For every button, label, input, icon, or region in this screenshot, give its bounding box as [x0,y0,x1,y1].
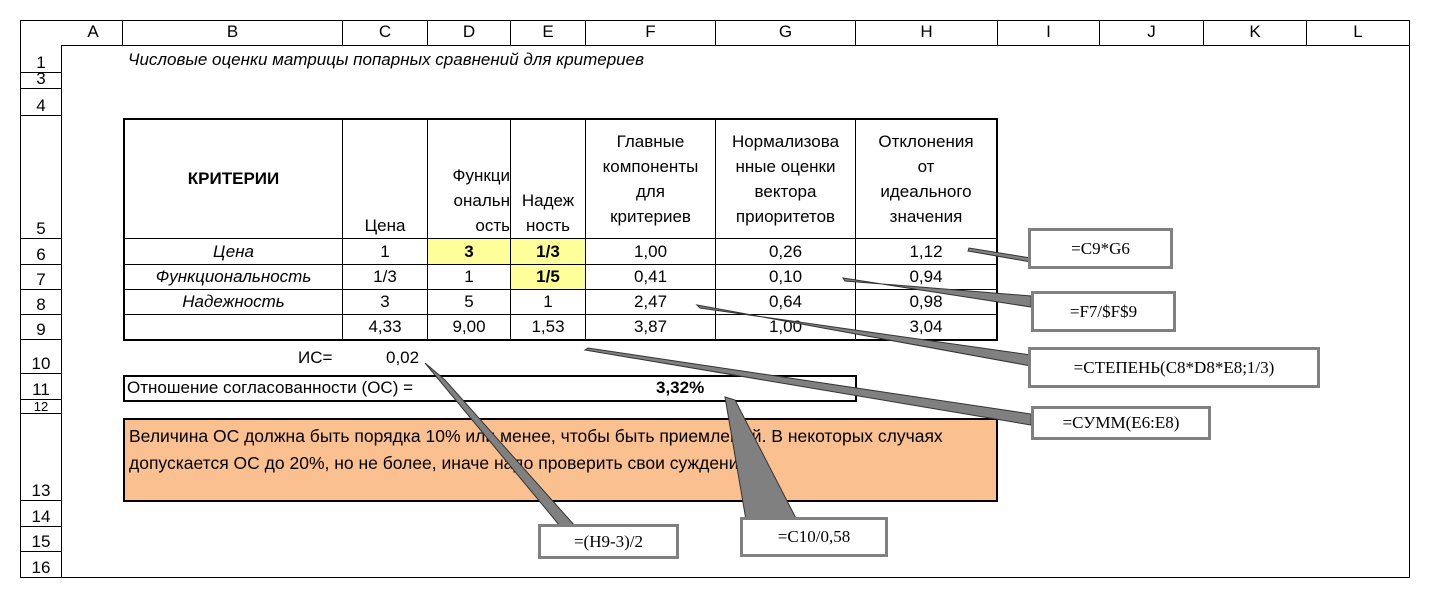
connector-c1 [967,247,1032,263]
dev-label-4: значения [889,207,963,226]
cell-d6[interactable]: 3 [428,239,510,264]
header-main[interactable]: Главные компоненты для критериев [586,120,715,238]
rel-label-1: Надеж [521,191,575,210]
col-header-j[interactable]: J [1100,20,1204,46]
row-header-13[interactable]: 13 [20,414,62,501]
sheet-title[interactable]: Числовые оценки матрицы попарных сравнен… [128,50,644,69]
col-header-d[interactable]: D [428,20,511,46]
col-header-b[interactable]: B [123,20,343,46]
cell-f7[interactable]: 0,41 [633,267,668,286]
row-header-8[interactable]: 8 [20,290,62,315]
col-header-k[interactable]: K [1204,20,1307,46]
connector-c2 [841,277,1032,308]
col-header-g[interactable]: G [716,20,856,46]
os-value[interactable]: 3,32% [656,378,705,397]
price-label: Цена [364,216,406,235]
cell-c6[interactable]: 1 [380,241,390,261]
rel-label-2: ность [526,216,570,235]
row-header-10[interactable]: 10 [20,340,62,374]
row-header-3[interactable]: 3 [20,70,62,89]
cell-e8[interactable]: 1 [543,292,553,311]
row-name-price[interactable]: Цена [213,241,254,261]
row-header-16[interactable]: 16 [20,552,62,578]
callout-formula-os: =C10/0,58 [740,517,888,557]
cell-h8[interactable]: 0,98 [909,292,943,311]
os-label[interactable]: Отношение согласованности (ОС) = [127,378,414,397]
cell-d9[interactable]: 9,00 [452,317,486,336]
row-header-7[interactable]: 7 [20,265,62,290]
col-header-c[interactable]: C [343,20,428,46]
dev-label-2: от [917,157,935,176]
header-price[interactable]: Цена [343,120,427,238]
is-label[interactable]: ИС= [298,348,333,367]
cell-e9[interactable]: 1,53 [531,317,565,336]
cell-d8[interactable]: 5 [464,292,474,311]
cell-g7[interactable]: 0,10 [768,267,803,286]
connector-c6 [724,396,801,527]
criteria-table [123,118,998,341]
header-func[interactable]: Функци ональн ость [428,120,510,238]
row-header-12[interactable]: 12 [20,400,62,414]
col-header-i[interactable]: I [998,20,1100,46]
norm-label-4: приоритетов [735,207,836,226]
row-header-9[interactable]: 9 [20,315,62,340]
connector-c3 [695,304,1032,367]
cell-e7[interactable]: 1/5 [511,265,585,289]
main-label-4: критериев [610,207,691,226]
row-header-11[interactable]: 11 [20,374,62,400]
cell-c7[interactable]: 1/3 [373,267,397,286]
cell-h7[interactable]: 0,94 [909,267,943,286]
cell-e6[interactable]: 1/3 [511,239,585,264]
row-header-6[interactable]: 6 [20,239,62,265]
header-criteria[interactable]: КРИТЕРИИ [125,120,342,238]
cell-f9[interactable]: 3,87 [633,317,668,336]
row-header-1[interactable]: 1 [20,45,62,73]
main-label-1: Главные [616,132,685,151]
row-name-rel[interactable]: Надежность [182,292,285,311]
func-label-1: Функци [452,166,510,185]
row-name-func[interactable]: Функциональность [155,267,312,286]
callout-formula-c10: =(H9-3)/2 [538,524,679,559]
func-label-3: ость [475,216,510,235]
cell-h9[interactable]: 3,04 [909,317,943,336]
cell-c8[interactable]: 3 [380,292,390,311]
callout-formula-f8: =СТЕПЕНЬ(C8*D8*E8;1/3) [1028,347,1320,388]
dev-label-3: идеального [880,182,972,201]
row-header-4[interactable]: 4 [20,89,62,116]
col-header-h[interactable]: H [856,20,998,46]
cell-g8[interactable]: 0,64 [768,292,803,311]
callout-formula-h6: =C9*G6 [1028,228,1173,269]
callout-formula-e9: =СУММ(E6:E8) [1031,406,1211,440]
main-label-2: компоненты [602,157,699,176]
connector-c5 [424,362,577,527]
cell-c9[interactable]: 4,33 [368,317,402,336]
col-header-f[interactable]: F [586,20,716,46]
main-label-3: для [635,182,666,201]
func-label-2: ональн [453,191,510,210]
row-header-15[interactable]: 15 [20,527,62,552]
dev-label-1: Отклонения [878,132,974,151]
cell-h6[interactable]: 1,12 [909,241,943,261]
col-header-a[interactable]: A [64,20,123,46]
norm-label-2: нные оценки [735,157,836,176]
cell-g6[interactable]: 0,26 [768,241,803,261]
cell-f8[interactable]: 2,47 [633,292,668,311]
col-header-l[interactable]: L [1307,20,1410,46]
is-value[interactable]: 0,02 [386,348,420,367]
norm-label-3: вектора [754,182,817,201]
cell-d7[interactable]: 1 [464,267,474,286]
header-norm[interactable]: Нормализова нные оценки вектора приорите… [716,120,855,238]
header-rel[interactable]: Надеж ность [511,120,585,238]
col-header-e[interactable]: E [511,20,586,46]
row-header-5[interactable]: 5 [20,116,62,239]
cell-f6[interactable]: 1,00 [633,241,668,261]
callout-formula-g7: =F7/$F$9 [1031,291,1176,332]
row-header-14[interactable]: 14 [20,501,62,527]
header-dev[interactable]: Отклонения от идеального значения [856,120,996,238]
connector-c4 [583,347,1032,426]
norm-label-1: Нормализова [731,132,840,151]
criteria-label: КРИТЕРИИ [187,169,280,188]
